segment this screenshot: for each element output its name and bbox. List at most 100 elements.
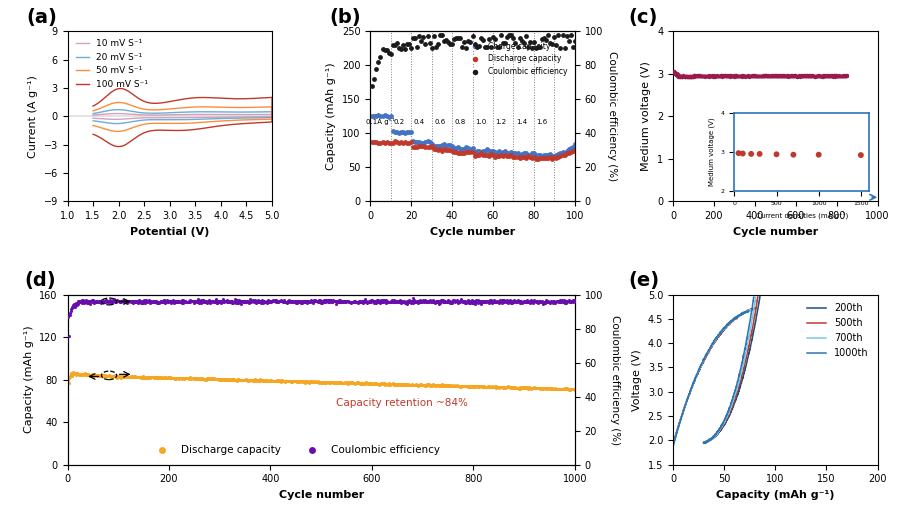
Point <box>687 72 701 80</box>
Point <box>752 72 767 80</box>
Point <box>515 153 529 161</box>
Point <box>492 43 507 51</box>
Point <box>235 296 249 305</box>
Point <box>113 298 128 306</box>
Point <box>128 373 142 382</box>
Point <box>218 296 232 305</box>
100 mV S⁻¹ <box>113 144 124 150</box>
Point <box>189 296 203 305</box>
Point <box>267 376 282 385</box>
Point <box>407 296 421 304</box>
Point <box>438 382 453 390</box>
Point <box>490 298 504 306</box>
Point <box>255 375 269 384</box>
Text: (a): (a) <box>27 8 58 27</box>
Point <box>787 72 801 80</box>
Point <box>262 298 276 306</box>
Point <box>385 138 400 147</box>
Point <box>704 72 718 80</box>
1000th <box>696 361 706 367</box>
Point <box>110 296 124 304</box>
Point <box>137 373 151 382</box>
Point <box>381 298 395 306</box>
Point <box>683 73 698 81</box>
Point <box>372 296 386 305</box>
Point <box>266 377 280 386</box>
Point <box>502 152 517 160</box>
Point <box>319 378 333 386</box>
Point <box>678 73 692 81</box>
Point <box>248 298 263 306</box>
50 mV S⁻¹ <box>174 120 184 126</box>
Point <box>162 374 176 382</box>
Point <box>416 381 430 389</box>
Point <box>369 298 383 306</box>
Point <box>194 299 209 307</box>
Point <box>739 72 753 80</box>
Point <box>448 382 463 390</box>
Point <box>688 72 703 80</box>
500th <box>689 376 700 382</box>
Point <box>119 296 133 305</box>
Point <box>687 72 701 80</box>
Point <box>668 70 682 78</box>
Point <box>720 72 734 80</box>
Point <box>508 383 522 392</box>
Point <box>525 153 539 162</box>
Point <box>504 151 518 159</box>
Point <box>755 72 770 80</box>
Point <box>147 374 161 382</box>
Point <box>260 296 274 305</box>
Point <box>493 297 508 305</box>
Point <box>803 72 817 80</box>
Point <box>835 72 850 80</box>
Line: 10 mV S⁻¹: 10 mV S⁻¹ <box>93 113 272 120</box>
Point <box>436 382 450 390</box>
Point <box>243 298 257 306</box>
Point <box>488 382 502 390</box>
Point <box>346 297 361 305</box>
Point <box>327 296 341 305</box>
Point <box>433 31 447 40</box>
Point <box>796 72 811 80</box>
Point <box>145 298 159 306</box>
Point <box>736 72 751 80</box>
Point <box>483 150 498 158</box>
Point <box>315 297 329 305</box>
Point <box>820 72 834 80</box>
Point <box>273 297 287 305</box>
Point <box>87 372 102 381</box>
Point <box>323 297 338 305</box>
Point <box>115 297 130 305</box>
Point <box>267 297 282 305</box>
Point <box>90 372 104 380</box>
Point <box>760 72 775 80</box>
50 mV S⁻¹ <box>87 108 98 114</box>
Point <box>104 299 118 307</box>
Point <box>788 72 802 80</box>
Point <box>393 297 408 305</box>
Point <box>482 382 496 390</box>
Point <box>184 297 198 305</box>
Point <box>412 298 427 306</box>
Point <box>109 373 123 381</box>
Point <box>549 298 563 306</box>
Point <box>385 379 400 388</box>
Point <box>381 298 395 306</box>
Point <box>202 374 216 383</box>
Point <box>479 298 493 306</box>
Point <box>297 296 311 305</box>
Point <box>253 297 267 305</box>
Point <box>341 379 356 387</box>
Point <box>777 72 791 80</box>
Point <box>282 377 296 386</box>
Point <box>707 71 722 79</box>
Point <box>421 298 436 306</box>
Point <box>99 296 113 305</box>
Point <box>796 72 811 80</box>
Point <box>414 298 428 306</box>
Point <box>780 72 795 80</box>
Point <box>517 298 531 306</box>
Point <box>270 298 284 306</box>
Point <box>788 72 803 80</box>
